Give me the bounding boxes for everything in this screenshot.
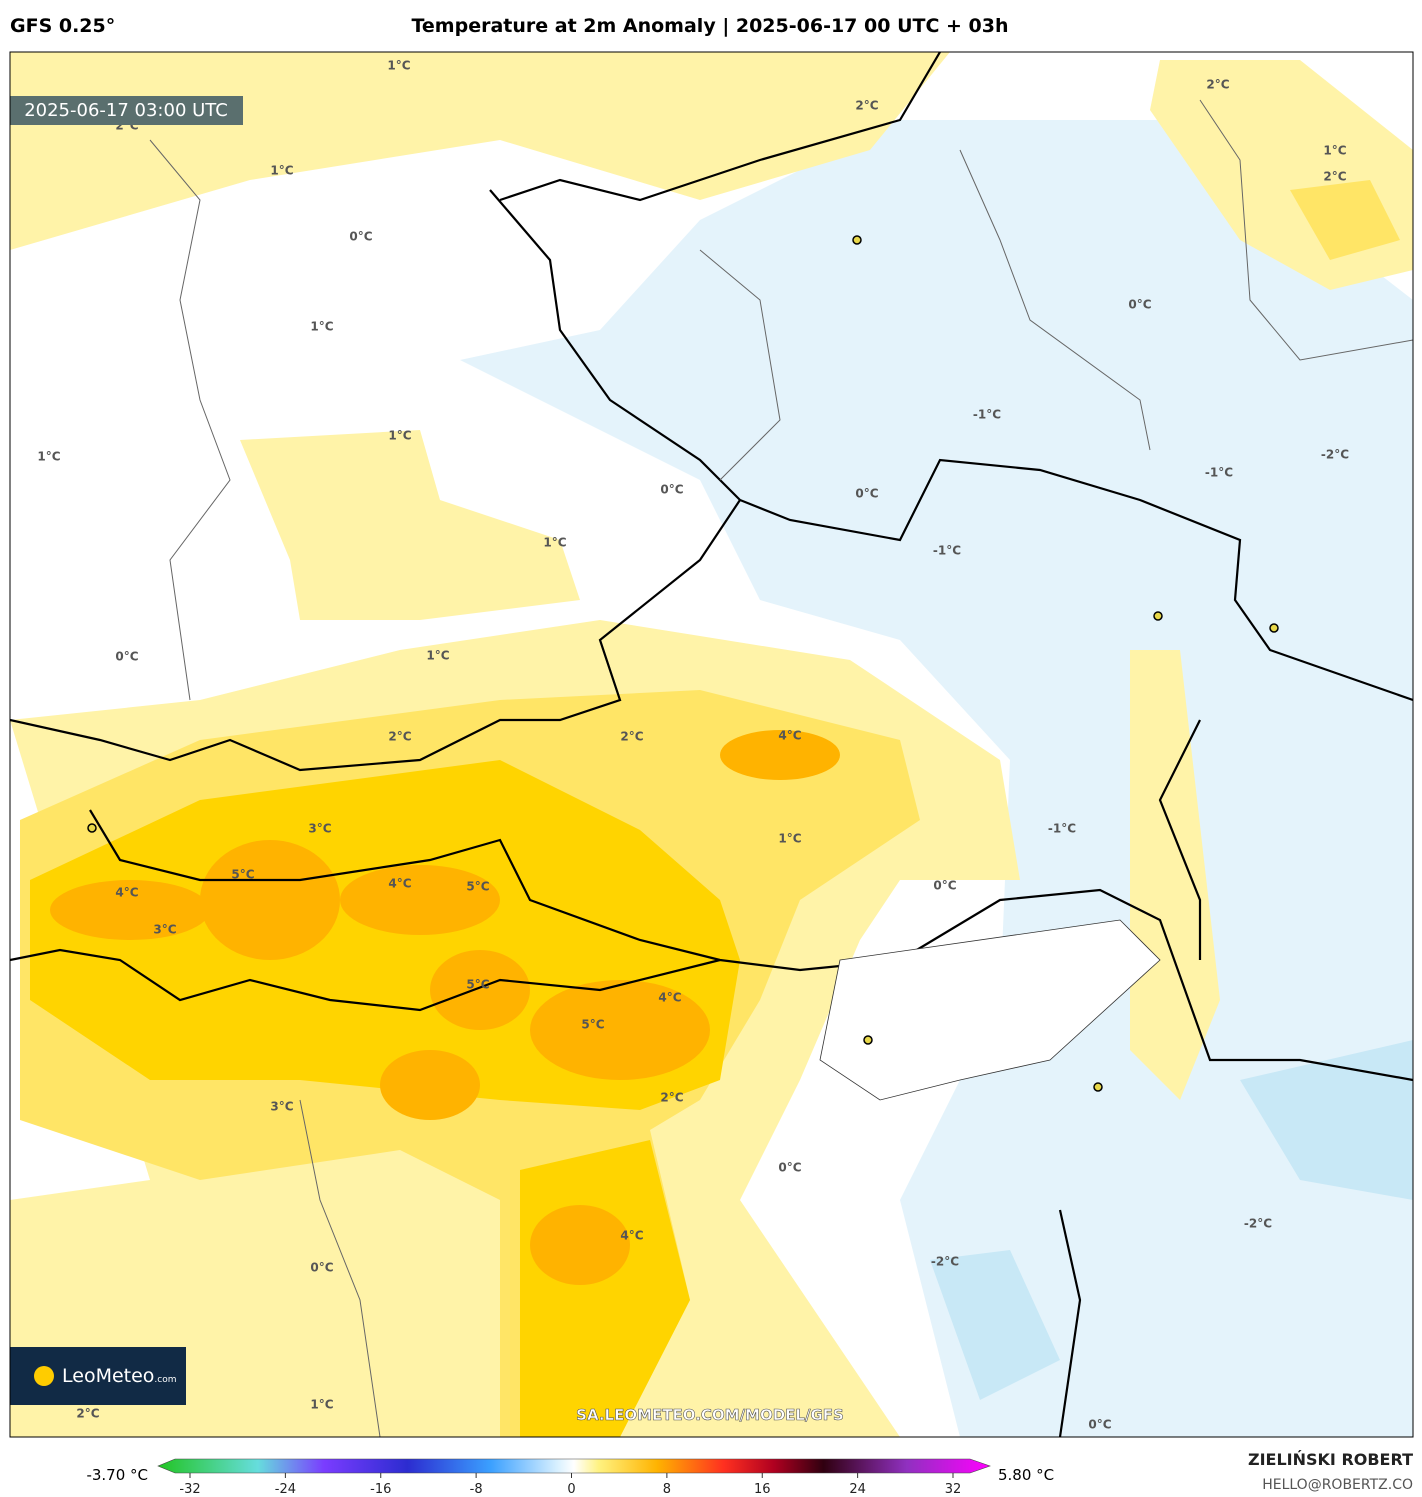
contour-label: 5°C: [466, 978, 489, 992]
colorbar-tick-label: -8: [470, 1482, 483, 1497]
timestamp: 2025-06-17 03:00 UTC: [24, 100, 228, 121]
contour-label: 1°C: [1323, 144, 1346, 158]
contour-label: 3°C: [153, 923, 176, 937]
logo-sun: [34, 1366, 54, 1386]
contour-label: 1°C: [387, 59, 410, 73]
colorbar-tick-label: 32: [945, 1482, 962, 1497]
contour-label: 4°C: [778, 729, 801, 743]
contour-label: 2°C: [76, 1407, 99, 1421]
contour-label: 2°C: [388, 730, 411, 744]
contour-label: 1°C: [310, 320, 333, 334]
colorbar: [157, 1458, 991, 1474]
contour-label: 3°C: [308, 822, 331, 836]
contour-label: 2°C: [660, 1091, 683, 1105]
colorbar-tick-label: 16: [754, 1482, 771, 1497]
contour-label: 1°C: [270, 164, 293, 178]
contour-label: 4°C: [658, 991, 681, 1005]
author: ZIELIŃSKI ROBERT: [1248, 1450, 1413, 1469]
logo-suffix: .com: [154, 1375, 176, 1385]
contour-label: 0°C: [933, 879, 956, 893]
contour-label: -2°C: [1321, 448, 1349, 462]
contour-label: 5°C: [581, 1018, 604, 1032]
contour-label: 4°C: [388, 877, 411, 891]
map-frame: [9, 51, 1414, 1438]
contour-label: 3°C: [270, 1100, 293, 1114]
contour-label: 0°C: [1088, 1418, 1111, 1432]
contour-label: 1°C: [388, 429, 411, 443]
contour-label: 1°C: [778, 832, 801, 846]
contour-label: 2°C: [1206, 78, 1229, 92]
colorbar-tick-label: -32: [179, 1482, 200, 1497]
contour-label: -1°C: [1048, 822, 1076, 836]
contour-label: 4°C: [620, 1229, 643, 1243]
contour-label: -1°C: [973, 408, 1001, 422]
contour-label: 0°C: [310, 1261, 333, 1275]
colorbar-tick-label: 8: [663, 1482, 671, 1497]
contour-label: 0°C: [349, 230, 372, 244]
contour-label: 0°C: [1128, 298, 1151, 312]
model-name: GFS 0.25°: [10, 15, 115, 37]
colorbar-tick-label: 0: [567, 1482, 575, 1497]
contour-label: 0°C: [115, 650, 138, 664]
contour-label: 1°C: [543, 536, 566, 550]
contour-label: 1°C: [310, 1398, 333, 1412]
logo-name: LeoMeteo: [62, 1365, 154, 1387]
colorbar-min: -3.70 °C: [86, 1466, 148, 1484]
colorbar-tick-label: -24: [275, 1482, 296, 1497]
logo: LeoMeteo.com: [62, 1365, 177, 1387]
contour-label: 1°C: [426, 649, 449, 663]
contour-label: 5°C: [466, 880, 489, 894]
contact: HELLO@ROBERTZ.CO: [1262, 1477, 1413, 1493]
timestamp-box: [10, 96, 243, 125]
colorbar-tick-label: 24: [849, 1482, 866, 1497]
contour-label: -1°C: [933, 544, 961, 558]
contour-label: 1°C: [37, 450, 60, 464]
contour-label: 2°C: [855, 99, 878, 113]
map: 1°C 2°C 2°C 2°C 1°C 2°C 1°C 0°C 1°C 0°C 1°C 1°C -1°C…: [10, 52, 1413, 1437]
contour-label: -2°C: [1244, 1217, 1272, 1231]
map-title: Temperature at 2m Anomaly | 2025-06-17 0…: [411, 15, 1008, 37]
contour-label: 2°C: [620, 730, 643, 744]
contour-label: 4°C: [115, 886, 138, 900]
colorbar-tick-label: -16: [370, 1482, 391, 1497]
contour-label: -1°C: [1205, 466, 1233, 480]
contour-label: 0°C: [660, 483, 683, 497]
contour-label: 0°C: [855, 487, 878, 501]
watermark: SA.LEOMETEO.COM/MODEL/GFS: [576, 1406, 844, 1424]
contour-label: 2°C: [1323, 170, 1346, 184]
contour-label: 5°C: [231, 868, 254, 882]
contour-label: 0°C: [778, 1161, 801, 1175]
contour-label: -2°C: [931, 1255, 959, 1269]
colorbar-max: 5.80 °C: [998, 1466, 1054, 1484]
